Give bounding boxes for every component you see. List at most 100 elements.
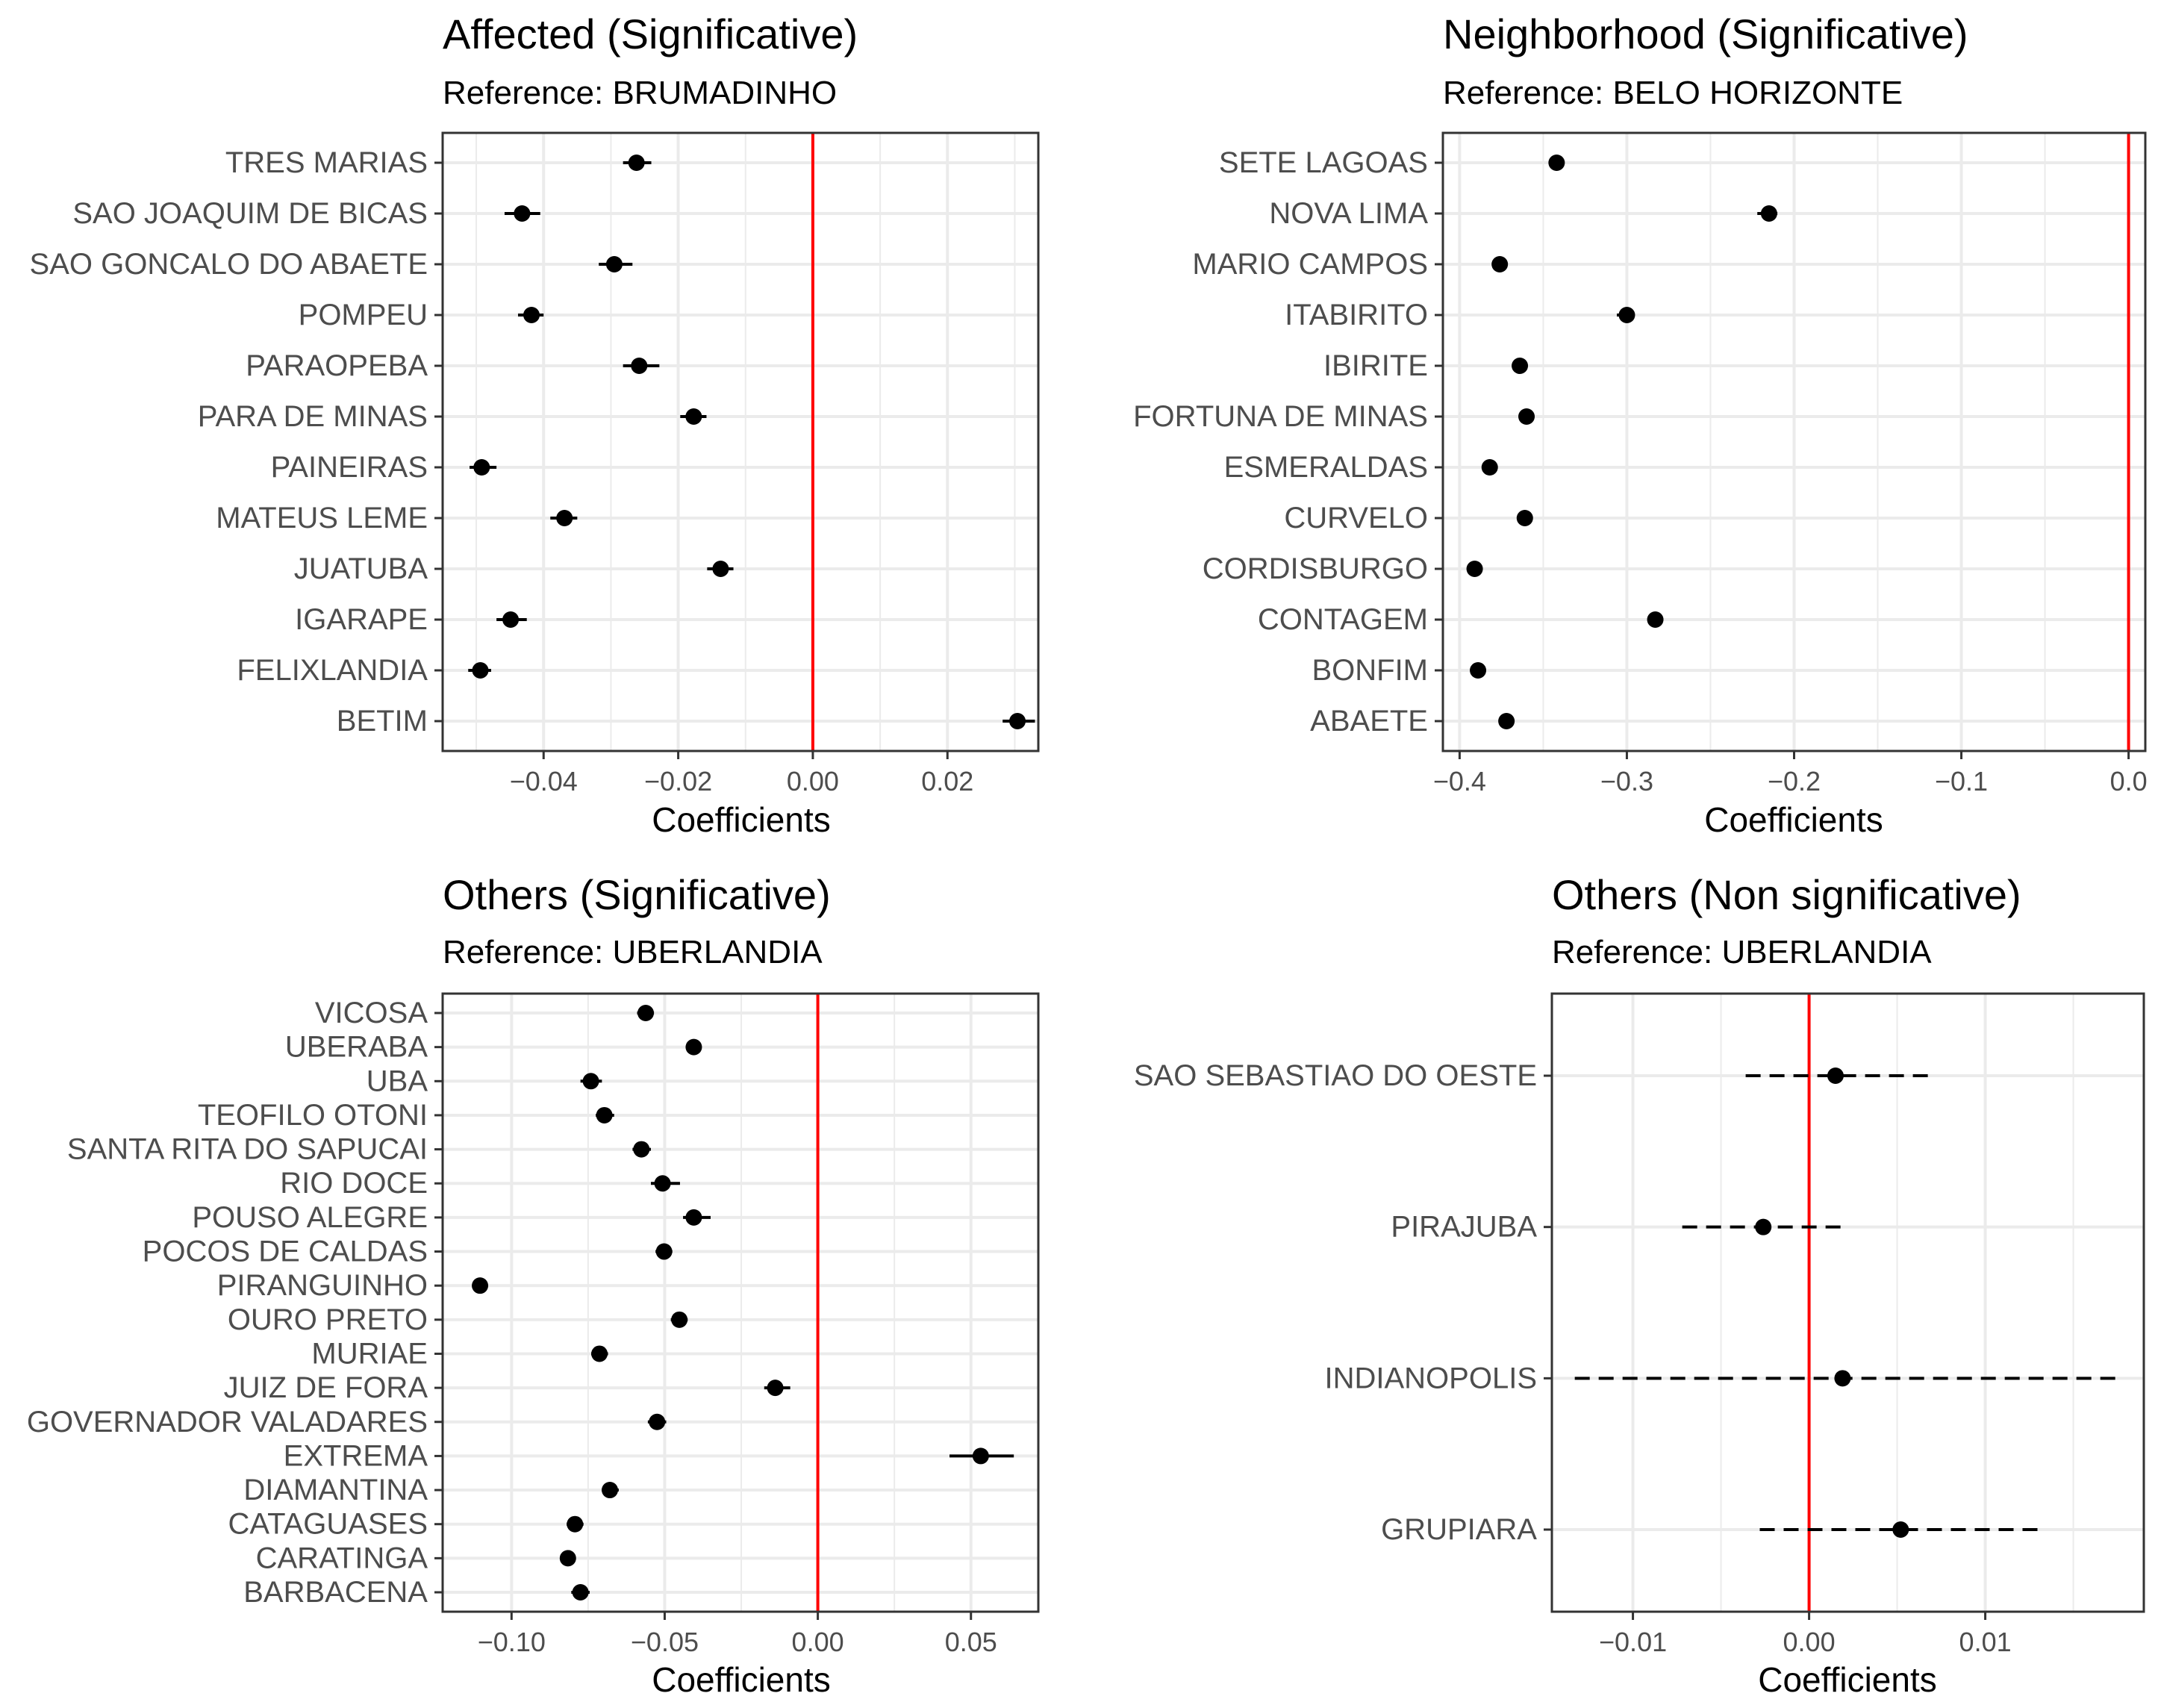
y-tick-label: RIO DOCE (280, 1167, 428, 1200)
data-point (1470, 662, 1487, 679)
y-tick-label: CONTAGEM (1258, 603, 1428, 636)
y-tick-label: OURO PRETO (228, 1303, 428, 1336)
data-point (649, 1413, 666, 1430)
y-tick-label: SAO SEBASTIAO DO OESTE (1134, 1059, 1537, 1092)
y-tick-label: VICOSA (315, 997, 428, 1029)
y-tick-label: TRES MARIAS (225, 146, 428, 179)
x-tick-label: 0.00 (792, 1627, 844, 1657)
x-axis-title: Coefficients (1704, 800, 1883, 839)
y-tick-label: UBA (367, 1065, 428, 1097)
x-tick-label: −0.04 (510, 766, 578, 797)
data-point (655, 1243, 673, 1260)
y-tick-label: PARAOPEBA (246, 349, 428, 382)
y-tick-label: JUIZ DE FORA (224, 1371, 428, 1404)
y-tick-label: CORDISBURGO (1203, 552, 1428, 585)
y-tick-label: IGARAPE (295, 603, 428, 636)
y-tick-label: SAO GONCALO DO ABAETE (30, 248, 428, 281)
panel-border (441, 992, 1040, 1613)
y-tick-label: SAO JOAQUIM DE BICAS (72, 197, 428, 230)
y-tick-label: PARA DE MINAS (198, 400, 428, 433)
panel-others-significative: Others (Significative) Reference: UBERLA… (27, 871, 1040, 1699)
data-point (1498, 713, 1515, 729)
data-point (582, 1073, 599, 1090)
data-point (605, 256, 623, 272)
y-tick-label: CURVELO (1284, 502, 1428, 534)
y-tick-label: SETE LAGOAS (1219, 146, 1428, 179)
y-tick-label: FORTUNA DE MINAS (1133, 400, 1428, 433)
data-point (1834, 1370, 1851, 1387)
panel-subtitle: Reference: BRUMADINHO (443, 75, 837, 111)
y-tick-label: PAINEIRAS (271, 451, 428, 484)
data-point (767, 1380, 784, 1397)
data-point (1827, 1068, 1844, 1084)
data-point (559, 1550, 576, 1567)
data-point (567, 1515, 584, 1533)
data-point (502, 611, 520, 628)
y-tick-label: UBERABA (285, 1031, 428, 1064)
data-point (628, 155, 645, 171)
y-tick-label: EXTREMA (284, 1439, 428, 1472)
data-point (671, 1311, 688, 1328)
data-point (1647, 611, 1664, 628)
x-tick-label: 0.01 (1959, 1627, 2012, 1657)
panel-background (443, 994, 1038, 1612)
data-point (654, 1175, 671, 1192)
y-tick-label: BETIM (337, 705, 428, 738)
panel-border (441, 131, 1040, 752)
data-point (596, 1106, 613, 1123)
y-tick-label: FELIXLANDIA (237, 654, 428, 687)
y-tick-label: MARIO CAMPOS (1192, 248, 1428, 281)
x-axis-title: Coefficients (1758, 1660, 1937, 1699)
data-point (1760, 205, 1777, 222)
x-tick-label: 0.05 (945, 1627, 997, 1657)
x-tick-label: −0.01 (1599, 1627, 1667, 1657)
panel-neighborhood: Neighborhood (Significative) Reference: … (1133, 10, 2147, 839)
y-tick-label: NOVA LIMA (1269, 197, 1428, 230)
data-point (1491, 256, 1509, 272)
x-tick-label: −0.2 (1768, 766, 1821, 797)
x-axis-title: Coefficients (652, 1660, 831, 1699)
x-tick-label: −0.10 (478, 1627, 546, 1657)
y-tick-label: ESMERALDAS (1224, 451, 1428, 484)
data-point (572, 1584, 589, 1601)
data-point (1481, 459, 1498, 476)
y-tick-label: ITABIRITO (1285, 299, 1428, 331)
data-point (631, 358, 648, 374)
data-point (1466, 561, 1483, 577)
x-tick-label: −0.4 (1433, 766, 1486, 797)
panel-subtitle: Reference: BELO HORIZONTE (1443, 75, 1903, 111)
data-point (1512, 358, 1529, 374)
data-point (1892, 1521, 1909, 1538)
x-tick-label: −0.3 (1600, 766, 1653, 797)
y-tick-label: INDIANOPOLIS (1324, 1362, 1537, 1394)
y-tick-label: POCOS DE CALDAS (143, 1235, 428, 1268)
panel-affected: Affected (Significative) Reference: BRUM… (30, 10, 1040, 839)
x-tick-label: 0.00 (787, 766, 839, 797)
y-tick-label: BARBACENA (243, 1576, 428, 1609)
x-tick-label: −0.05 (631, 1627, 699, 1657)
panel-background (443, 133, 1038, 751)
panel-title: Others (Significative) (443, 871, 831, 918)
data-point (1518, 408, 1535, 425)
x-tick-label: 0.0 (2110, 766, 2148, 797)
data-point (685, 408, 702, 425)
y-tick-label: PIRANGUINHO (217, 1269, 428, 1302)
panel-subtitle: Reference: UBERLANDIA (1552, 934, 1932, 970)
y-tick-label: IBIRITE (1323, 349, 1428, 382)
data-point (472, 1277, 489, 1294)
panel-title: Others (Non significative) (1552, 871, 2021, 918)
data-point (1516, 510, 1533, 526)
y-tick-label: GOVERNADOR VALADARES (27, 1406, 428, 1439)
data-point (637, 1005, 655, 1021)
panel-title: Neighborhood (Significative) (1443, 10, 1968, 57)
y-tick-label: DIAMANTINA (243, 1474, 428, 1506)
y-tick-label: CARATINGA (256, 1542, 428, 1574)
y-tick-label: SANTA RITA DO SAPUCAI (67, 1133, 428, 1166)
data-point (591, 1345, 608, 1362)
data-point (1755, 1218, 1772, 1235)
data-point (685, 1038, 702, 1056)
panel-title: Affected (Significative) (443, 10, 858, 57)
y-tick-label: POMPEU (299, 299, 428, 331)
data-point (972, 1447, 989, 1465)
